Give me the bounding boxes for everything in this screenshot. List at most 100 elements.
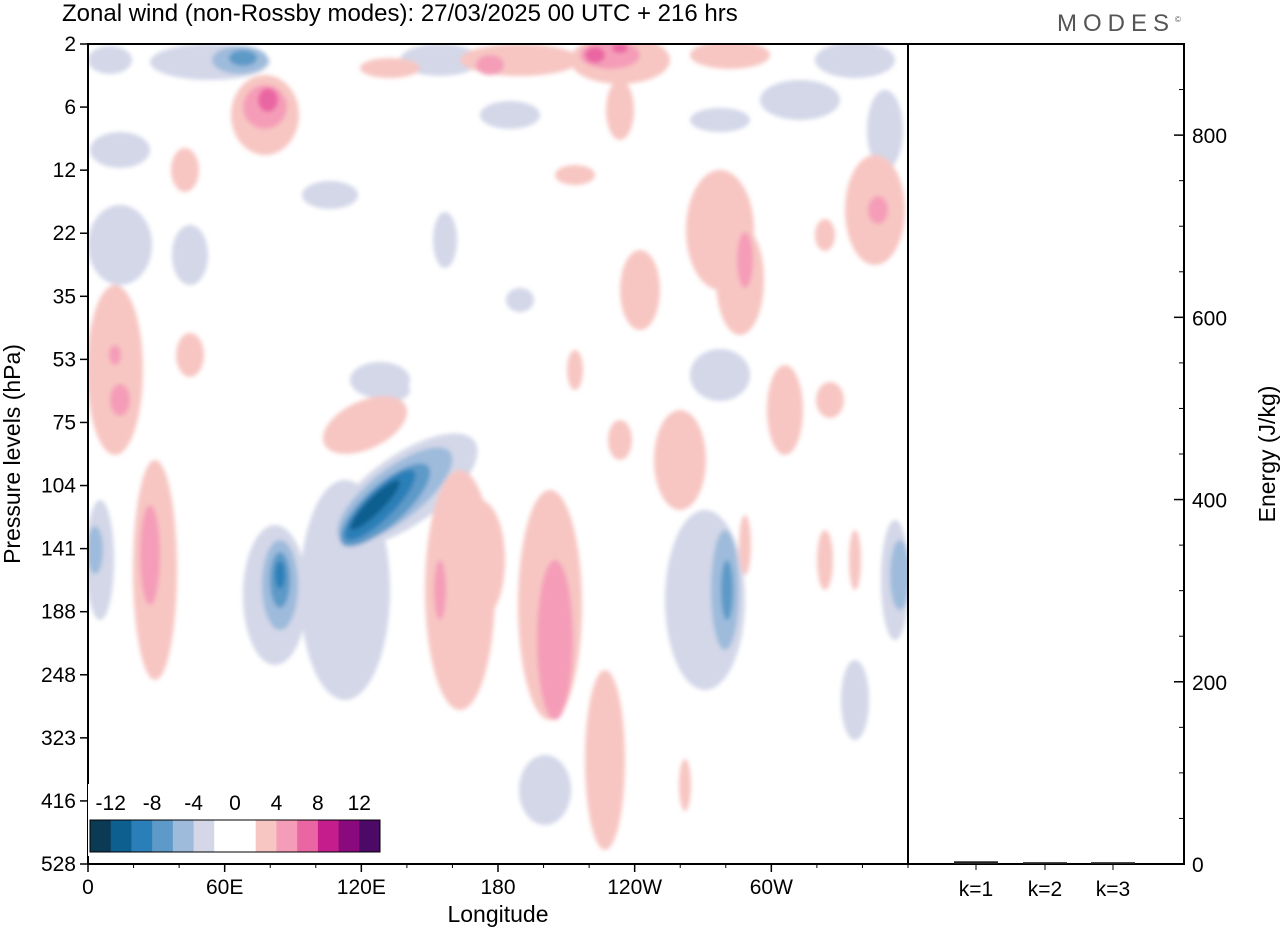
energy-tick-label: 200 — [1192, 672, 1227, 695]
energy-category-label: k=1 — [959, 878, 993, 901]
contour — [322, 396, 408, 454]
contour — [90, 132, 150, 168]
contour — [721, 560, 733, 620]
pos-strong-contours — [258, 44, 628, 112]
y-tick-label: 6 — [64, 96, 76, 119]
energy-bars: k=1 k=2 k=3 — [954, 861, 1135, 901]
contour — [171, 148, 199, 192]
contour — [737, 232, 753, 288]
y-tick-label: 323 — [41, 727, 76, 750]
contour — [654, 410, 706, 510]
colorbar-swatch — [297, 820, 319, 852]
y-tick-label: 248 — [41, 664, 76, 687]
contour — [434, 560, 446, 620]
contour — [88, 285, 143, 455]
contour — [258, 88, 278, 112]
contour — [370, 378, 410, 402]
contour — [606, 80, 634, 140]
colorbar-labels: -12 -8 -4 0 4 8 12 — [96, 792, 371, 815]
colorbar-swatch — [172, 820, 195, 852]
colorbar-label: -4 — [184, 792, 203, 815]
contour — [275, 561, 285, 589]
energy-frame — [907, 43, 1185, 865]
heatmap-field — [88, 44, 908, 850]
contour — [815, 219, 835, 251]
y-tick-label: 141 — [41, 538, 76, 561]
colorbar-swatch — [359, 820, 381, 852]
colorbar-swatch — [90, 820, 112, 852]
chart-title: Zonal wind (non-Rossby modes): 27/03/202… — [62, 0, 738, 27]
contour — [176, 333, 204, 377]
colorbar-swatch — [338, 820, 360, 852]
contour — [140, 505, 160, 605]
contour — [760, 80, 840, 120]
contour — [229, 50, 257, 66]
colorbar-swatch — [255, 820, 277, 852]
contour — [867, 90, 903, 170]
energy-category-label: k=3 — [1096, 878, 1130, 901]
x-axis-title: Longitude — [447, 901, 548, 927]
energy-category-label: k=2 — [1028, 878, 1062, 901]
colorbar-swatches — [90, 820, 381, 852]
contour — [110, 384, 130, 416]
y-axis-title: Pressure levels (hPa) — [0, 344, 25, 564]
colorbar-label: 0 — [229, 792, 241, 815]
contour — [455, 500, 505, 620]
energy-bar — [1091, 862, 1135, 864]
energy-tick-label: 0 — [1192, 854, 1204, 877]
brand-logo: MODES© — [1057, 10, 1181, 38]
colorbar-swatch — [193, 820, 215, 852]
contour — [109, 345, 121, 365]
colorbar-swatch — [131, 820, 153, 852]
contour — [608, 420, 632, 460]
contour — [555, 165, 595, 185]
colorbar-swatch — [110, 820, 132, 852]
contour — [815, 44, 895, 78]
y-tick-label: 528 — [41, 853, 76, 876]
x-tick-label: 0 — [82, 876, 94, 899]
y-axis-ticks: 2 6 12 22 35 53 75 104 141 188 248 323 416 528 — [41, 33, 88, 876]
contour — [816, 382, 844, 418]
contour — [88, 46, 132, 74]
x-tick-label: 120E — [337, 876, 386, 899]
y-tick-label: 416 — [41, 790, 76, 813]
contour — [890, 540, 908, 610]
heatmap-background — [88, 44, 908, 864]
y-tick-label: 12 — [53, 159, 76, 182]
contour — [620, 250, 660, 330]
contour — [690, 108, 750, 132]
contour — [841, 660, 869, 740]
colorbar-swatch — [152, 820, 174, 852]
contour — [519, 755, 571, 825]
x-tick-label: 180 — [480, 876, 515, 899]
x-tick-label: 120W — [607, 876, 662, 899]
y-tick-label: 53 — [53, 348, 76, 371]
contour — [612, 44, 628, 53]
energy-axis-ticks: 0 200 400 600 800 — [1174, 43, 1227, 877]
contour — [739, 515, 751, 575]
contour — [172, 225, 208, 285]
contour — [690, 44, 770, 69]
contour — [585, 670, 625, 850]
colorbar-label: 8 — [312, 792, 324, 815]
contour — [767, 365, 803, 455]
contour — [88, 205, 152, 285]
colorbar-swatch — [317, 820, 340, 852]
brand-mark: © — [1175, 15, 1181, 24]
energy-axis-title: Energy (J/kg) — [1254, 386, 1280, 523]
contour — [433, 212, 457, 268]
contour — [88, 526, 103, 574]
contour — [302, 181, 358, 209]
energy-tick-label: 400 — [1192, 490, 1227, 513]
contour — [868, 196, 888, 224]
contour — [567, 350, 583, 390]
colorbar: -12 -8 -4 0 4 8 12 — [88, 784, 384, 856]
colorbar-swatch — [276, 820, 298, 852]
y-tick-label: 35 — [53, 285, 76, 308]
colorbar-label: -12 — [96, 792, 126, 815]
y-tick-label: 104 — [41, 475, 76, 498]
energy-bar — [1023, 862, 1067, 864]
colorbar-label: 4 — [271, 792, 283, 815]
neg-extreme-contours — [350, 480, 400, 530]
